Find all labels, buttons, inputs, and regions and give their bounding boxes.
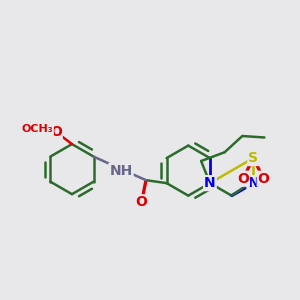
Text: O: O [50,125,62,139]
Text: N: N [204,176,216,190]
Text: O: O [258,172,269,186]
Text: H: H [119,164,130,178]
Text: O: O [237,172,249,186]
Text: NH: NH [109,164,133,178]
Text: S: S [248,151,258,165]
Text: OCH₃: OCH₃ [22,124,53,134]
Text: N: N [248,176,259,190]
Text: O: O [136,195,148,209]
